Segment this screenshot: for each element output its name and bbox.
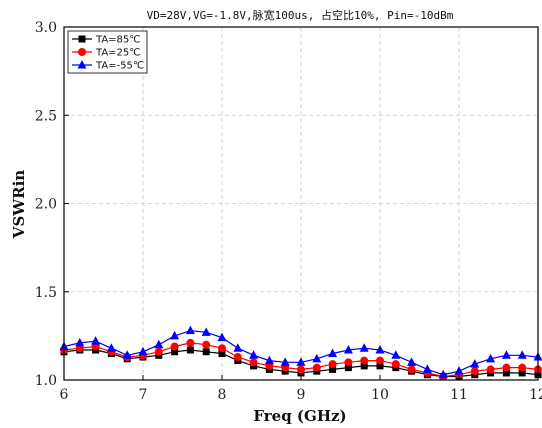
x-tick-label: 7 [139, 387, 148, 403]
data-point [391, 350, 401, 359]
data-point [233, 343, 243, 352]
data-point [312, 353, 322, 363]
data-point [517, 350, 527, 359]
y-tick-label: 3.0 [35, 20, 57, 36]
data-point [75, 337, 85, 347]
data-point [186, 338, 195, 347]
data-point [218, 350, 226, 358]
legend-item-2: TA=-55℃ [72, 60, 144, 72]
x-tick-label: 10 [371, 387, 389, 403]
data-point [138, 346, 148, 356]
data-point [202, 348, 210, 356]
data-point [170, 342, 179, 351]
x-tick-label: 6 [60, 387, 69, 403]
x-ticks: 6 7 8 9 10 11 12 [60, 375, 542, 403]
legend-marker [78, 48, 86, 56]
data-point [470, 359, 480, 368]
legend-marker [77, 60, 87, 69]
data-point [360, 362, 368, 370]
data-point [486, 353, 496, 363]
x-tick-label: 12 [529, 387, 542, 403]
data-point [217, 332, 227, 342]
data-point [454, 366, 464, 375]
data-point [122, 350, 132, 359]
y-tick-label: 1.5 [35, 285, 57, 301]
legend-label: TA=25℃ [95, 48, 141, 59]
data-point [407, 357, 417, 366]
x-axis-title: Freq (GHz) [253, 407, 346, 425]
series-2 [59, 325, 542, 379]
data-point [502, 369, 510, 377]
data-point [344, 364, 352, 372]
y-tick-label: 1.0 [35, 373, 57, 389]
data-point [106, 343, 116, 352]
data-point [218, 344, 226, 353]
x-tick-label: 8 [218, 387, 227, 403]
data-point [470, 367, 479, 376]
data-point [328, 360, 337, 369]
data-point [422, 364, 432, 373]
data-point [249, 358, 258, 367]
data-point [91, 336, 101, 345]
series-1 [60, 338, 542, 381]
legend-label: TA=-55℃ [95, 61, 144, 72]
data-point [329, 365, 337, 373]
data-point [185, 325, 195, 335]
data-point [407, 365, 416, 374]
data-point [438, 369, 448, 379]
data-point [328, 348, 338, 358]
legend-marker [78, 35, 86, 43]
data-point [186, 346, 194, 354]
legend: TA=85℃ TA=25℃ TA=-55℃ [67, 30, 148, 74]
data-point [502, 363, 511, 372]
data-point [297, 365, 305, 374]
data-point [518, 369, 526, 377]
y-ticks: 1.0 1.5 2.0 2.5 3.0 [35, 20, 69, 389]
legend-label: TA=85℃ [95, 35, 141, 46]
data-point [359, 343, 369, 352]
data-point [501, 350, 511, 359]
data-point [391, 360, 400, 369]
legend-item-1: TA=25℃ [72, 48, 141, 59]
data-point [376, 356, 384, 365]
data-point [344, 358, 353, 367]
data-point [343, 344, 353, 354]
data-point [486, 365, 495, 374]
chart-title: VD=28V,VG=-1.8V,脉宽100us, 占空比10%, Pin=-10… [147, 8, 454, 22]
legend-item-0: TA=85℃ [72, 35, 141, 46]
y-tick-label: 2.0 [35, 197, 57, 213]
data-point [518, 363, 527, 372]
x-tick-label: 11 [450, 387, 468, 403]
data-point [360, 356, 369, 365]
data-point [280, 357, 290, 366]
y-tick-label: 2.5 [35, 108, 57, 124]
data-point [154, 347, 163, 356]
data-point [171, 348, 179, 356]
data-point [201, 327, 211, 336]
data-point [170, 330, 180, 340]
data-point [154, 339, 164, 349]
data-point [249, 350, 259, 359]
data-point [376, 362, 384, 370]
data-point [202, 340, 211, 349]
y-axis-title: VSWRin [10, 170, 28, 239]
data-point [375, 344, 385, 354]
data-point [296, 357, 306, 366]
data-point [264, 355, 274, 365]
data-point [233, 353, 242, 362]
data-point [312, 363, 321, 372]
x-tick-label: 9 [297, 387, 306, 403]
